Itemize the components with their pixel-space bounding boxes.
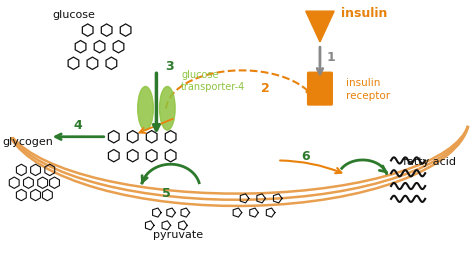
FancyBboxPatch shape	[324, 72, 332, 105]
FancyBboxPatch shape	[316, 72, 324, 105]
Text: glycogen: glycogen	[2, 137, 53, 147]
Text: insulin
receptor: insulin receptor	[346, 78, 390, 101]
FancyBboxPatch shape	[308, 72, 316, 105]
Text: 4: 4	[73, 119, 82, 132]
Text: pyruvate: pyruvate	[153, 230, 203, 240]
Ellipse shape	[137, 87, 153, 130]
Text: 3: 3	[165, 60, 173, 73]
Text: fatty acid: fatty acid	[403, 157, 456, 167]
Text: 5: 5	[162, 187, 171, 200]
Text: 2: 2	[261, 82, 269, 95]
Text: glucose
transporter-4: glucose transporter-4	[181, 70, 246, 92]
Text: glucose: glucose	[52, 10, 95, 20]
Polygon shape	[306, 11, 334, 42]
Text: 1: 1	[327, 51, 336, 64]
Text: 6: 6	[301, 150, 310, 163]
Text: insulin: insulin	[341, 7, 388, 20]
Ellipse shape	[159, 87, 175, 130]
